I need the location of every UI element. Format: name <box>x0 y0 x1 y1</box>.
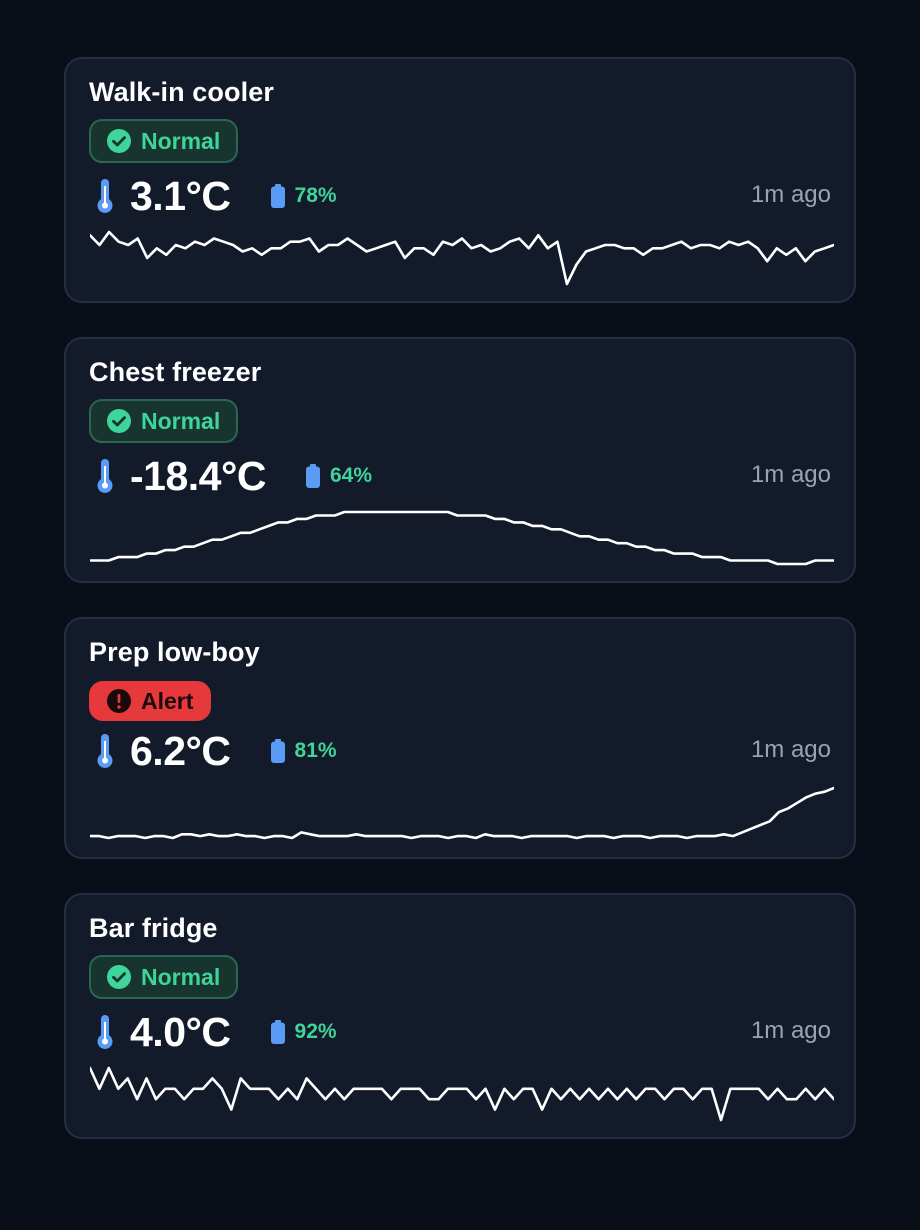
reading-row: 6.2°C 81% <box>93 727 337 775</box>
status-badge: Normal <box>89 955 239 999</box>
sensor-card-walk-in-cooler[interactable]: Walk-in cooler Normal 3.1°C 78% <box>64 57 856 303</box>
status-label: Normal <box>141 963 221 990</box>
temperature-value: -18.4°C <box>130 452 266 499</box>
sparkline-path <box>90 230 834 286</box>
temperature-sparkline <box>90 786 834 840</box>
thermometer-icon <box>97 179 113 213</box>
temperature-sparkline <box>90 230 834 286</box>
battery-icon <box>270 1020 285 1044</box>
battery-percent: 64% <box>329 464 372 487</box>
check-circle-icon <box>107 129 131 153</box>
check-circle-icon <box>107 409 131 433</box>
sensor-card-chest-freezer[interactable]: Chest freezer Normal -18.4°C 64% <box>64 337 856 583</box>
thermometer-icon <box>97 459 113 493</box>
temperature-value: 4.0°C <box>130 1008 231 1055</box>
battery-percent: 81% <box>294 739 337 762</box>
temperature-value: 6.2°C <box>130 727 231 774</box>
status-label: Normal <box>141 127 221 154</box>
last-updated: 1m ago <box>750 181 831 208</box>
status-label: Alert <box>141 687 194 714</box>
exclamation-circle-icon <box>107 689 131 713</box>
battery-level: 64% <box>305 464 372 488</box>
reading-row: 4.0°C 92% <box>93 1008 337 1056</box>
battery-icon <box>270 184 285 208</box>
sparkline-path <box>90 1066 834 1122</box>
sensor-card-prep-low-boy[interactable]: Prep low-boy Alert 6.2°C 81 <box>64 617 856 859</box>
battery-level: 78% <box>270 184 337 208</box>
last-updated: 1m ago <box>750 461 831 488</box>
battery-level: 92% <box>270 1020 337 1044</box>
sensor-name: Walk-in cooler <box>89 77 274 107</box>
thermometer-icon <box>97 734 113 768</box>
last-updated: 1m ago <box>750 1017 831 1044</box>
temperature-value: 3.1°C <box>130 172 231 219</box>
sensor-card-bar-fridge[interactable]: Bar fridge Normal 4.0°C 92% <box>64 893 856 1139</box>
sensor-name: Chest freezer <box>89 357 262 387</box>
battery-level: 81% <box>270 739 337 763</box>
last-updated: 1m ago <box>750 736 831 763</box>
status-label: Normal <box>141 407 221 434</box>
battery-percent: 92% <box>294 1020 337 1043</box>
temperature-sparkline <box>90 510 834 566</box>
status-badge: Normal <box>89 399 239 443</box>
check-circle-icon <box>107 965 131 989</box>
sensor-name: Prep low-boy <box>89 637 260 667</box>
sparkline-path <box>90 510 834 566</box>
status-badge: Alert <box>89 681 212 721</box>
battery-icon <box>305 464 320 488</box>
battery-icon <box>270 739 285 763</box>
temperature-sparkline <box>90 1066 834 1122</box>
reading-row: -18.4°C 64% <box>93 452 372 500</box>
status-badge: Normal <box>89 119 239 163</box>
sensor-name: Bar fridge <box>89 913 218 943</box>
reading-row: 3.1°C 78% <box>93 172 337 220</box>
thermometer-icon <box>97 1015 113 1049</box>
sparkline-path <box>90 786 834 840</box>
battery-percent: 78% <box>294 184 337 207</box>
